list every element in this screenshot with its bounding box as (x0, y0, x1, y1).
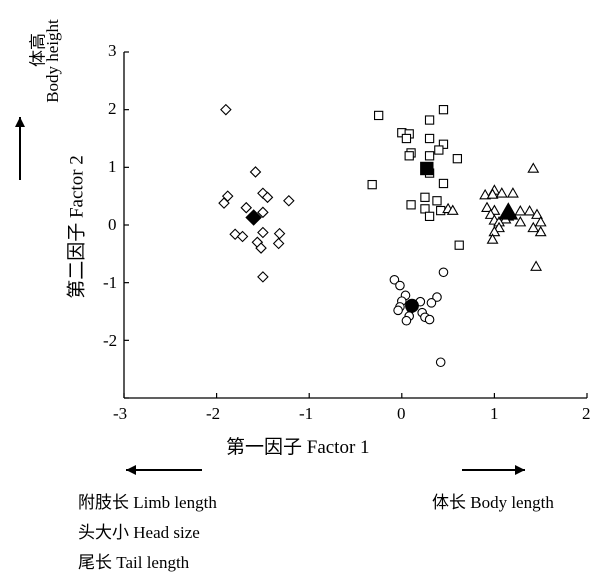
arrow-up-body-height (15, 117, 25, 180)
x-tick-label: -3 (113, 404, 128, 423)
circle-point (432, 292, 442, 302)
circle-point (426, 298, 437, 308)
diamond-point (257, 206, 269, 219)
arrow-right-body-length (462, 465, 525, 475)
square-point (424, 151, 435, 161)
triangle-point (527, 162, 540, 173)
y-direction-label-en: Body height (43, 19, 62, 103)
triangle-centroid (498, 202, 519, 220)
x-right-direction-label: 体长 Body length (432, 493, 554, 512)
triangle-point (479, 188, 492, 200)
x-tick-label: -2 (206, 404, 221, 423)
diamond-point (218, 197, 230, 209)
diamond-point (283, 195, 295, 207)
y-tick-label: 0 (108, 215, 117, 234)
triangle-point (484, 208, 497, 219)
triangle-point (506, 187, 519, 198)
diamond-point (249, 166, 262, 178)
triangle-point (530, 260, 543, 271)
square-point (424, 133, 435, 144)
y-tick-label: 1 (108, 157, 117, 176)
triangle-point (523, 205, 536, 216)
circle-centroid (405, 298, 419, 313)
triangle-point (488, 225, 501, 237)
tick-marks (123, 51, 588, 399)
square-centroid (420, 161, 434, 176)
triangle-point (531, 208, 543, 219)
circle-point (393, 305, 403, 316)
triangle-point (486, 188, 499, 199)
circle-point (401, 315, 412, 326)
diamond-point (261, 191, 274, 204)
diamond-point (273, 227, 286, 240)
square-point (373, 110, 384, 121)
circle-point (435, 357, 446, 368)
x-tick-label: 0 (397, 404, 406, 423)
triangle-point (446, 204, 459, 215)
arrow-left-limb-head-tail (126, 465, 202, 475)
diamond-point (240, 201, 253, 214)
y-tick-label: -1 (103, 273, 118, 292)
triangle-point (486, 233, 499, 244)
diamond-point (236, 230, 249, 243)
triangle-point (481, 201, 493, 212)
triangle-point (514, 216, 527, 227)
circle-point (389, 274, 400, 285)
triangle-point (493, 221, 505, 233)
y-tick-label: -2 (103, 331, 118, 350)
square-point (436, 205, 446, 216)
data-points (218, 103, 547, 368)
y-axis-title: 第二因子 Factor 2 (66, 155, 88, 299)
direction-arrows (15, 117, 525, 475)
square-point (434, 145, 444, 155)
diamond-point (255, 242, 267, 254)
x-tick-label: 1 (490, 404, 499, 423)
square-point (438, 105, 449, 115)
diamond-centroid (245, 209, 262, 226)
square-point (404, 151, 414, 161)
square-point (420, 192, 430, 202)
square-point (452, 154, 463, 164)
x-tick-label: -1 (299, 404, 314, 423)
square-point (401, 133, 412, 144)
x-left-label-limb: 附肢长 Limb length (78, 493, 217, 512)
square-point (367, 179, 377, 190)
x-axis-title: 第一因子 Factor 1 (226, 437, 370, 458)
circle-point (395, 280, 405, 291)
triangle-point (514, 205, 527, 216)
diamond-point (257, 226, 269, 239)
triangle-point (495, 187, 508, 198)
square-point (454, 240, 464, 250)
square-point (424, 211, 435, 221)
square-point (406, 200, 416, 210)
diamond-point (272, 237, 285, 250)
square-point (432, 196, 442, 206)
diamond-point (220, 103, 232, 116)
x-left-label-tail: 尾长 Tail length (78, 553, 190, 572)
circle-point (438, 267, 449, 278)
square-point (424, 115, 435, 125)
x-tick-label: 2 (582, 404, 591, 423)
x-left-label-head: 头大小 Head size (78, 523, 200, 542)
triangle-point (527, 221, 540, 233)
y-tick-label: 3 (108, 41, 117, 60)
square-point (438, 178, 449, 189)
diamond-point (257, 271, 269, 283)
circle-point (424, 314, 435, 325)
y-tick-label: 2 (108, 99, 117, 118)
